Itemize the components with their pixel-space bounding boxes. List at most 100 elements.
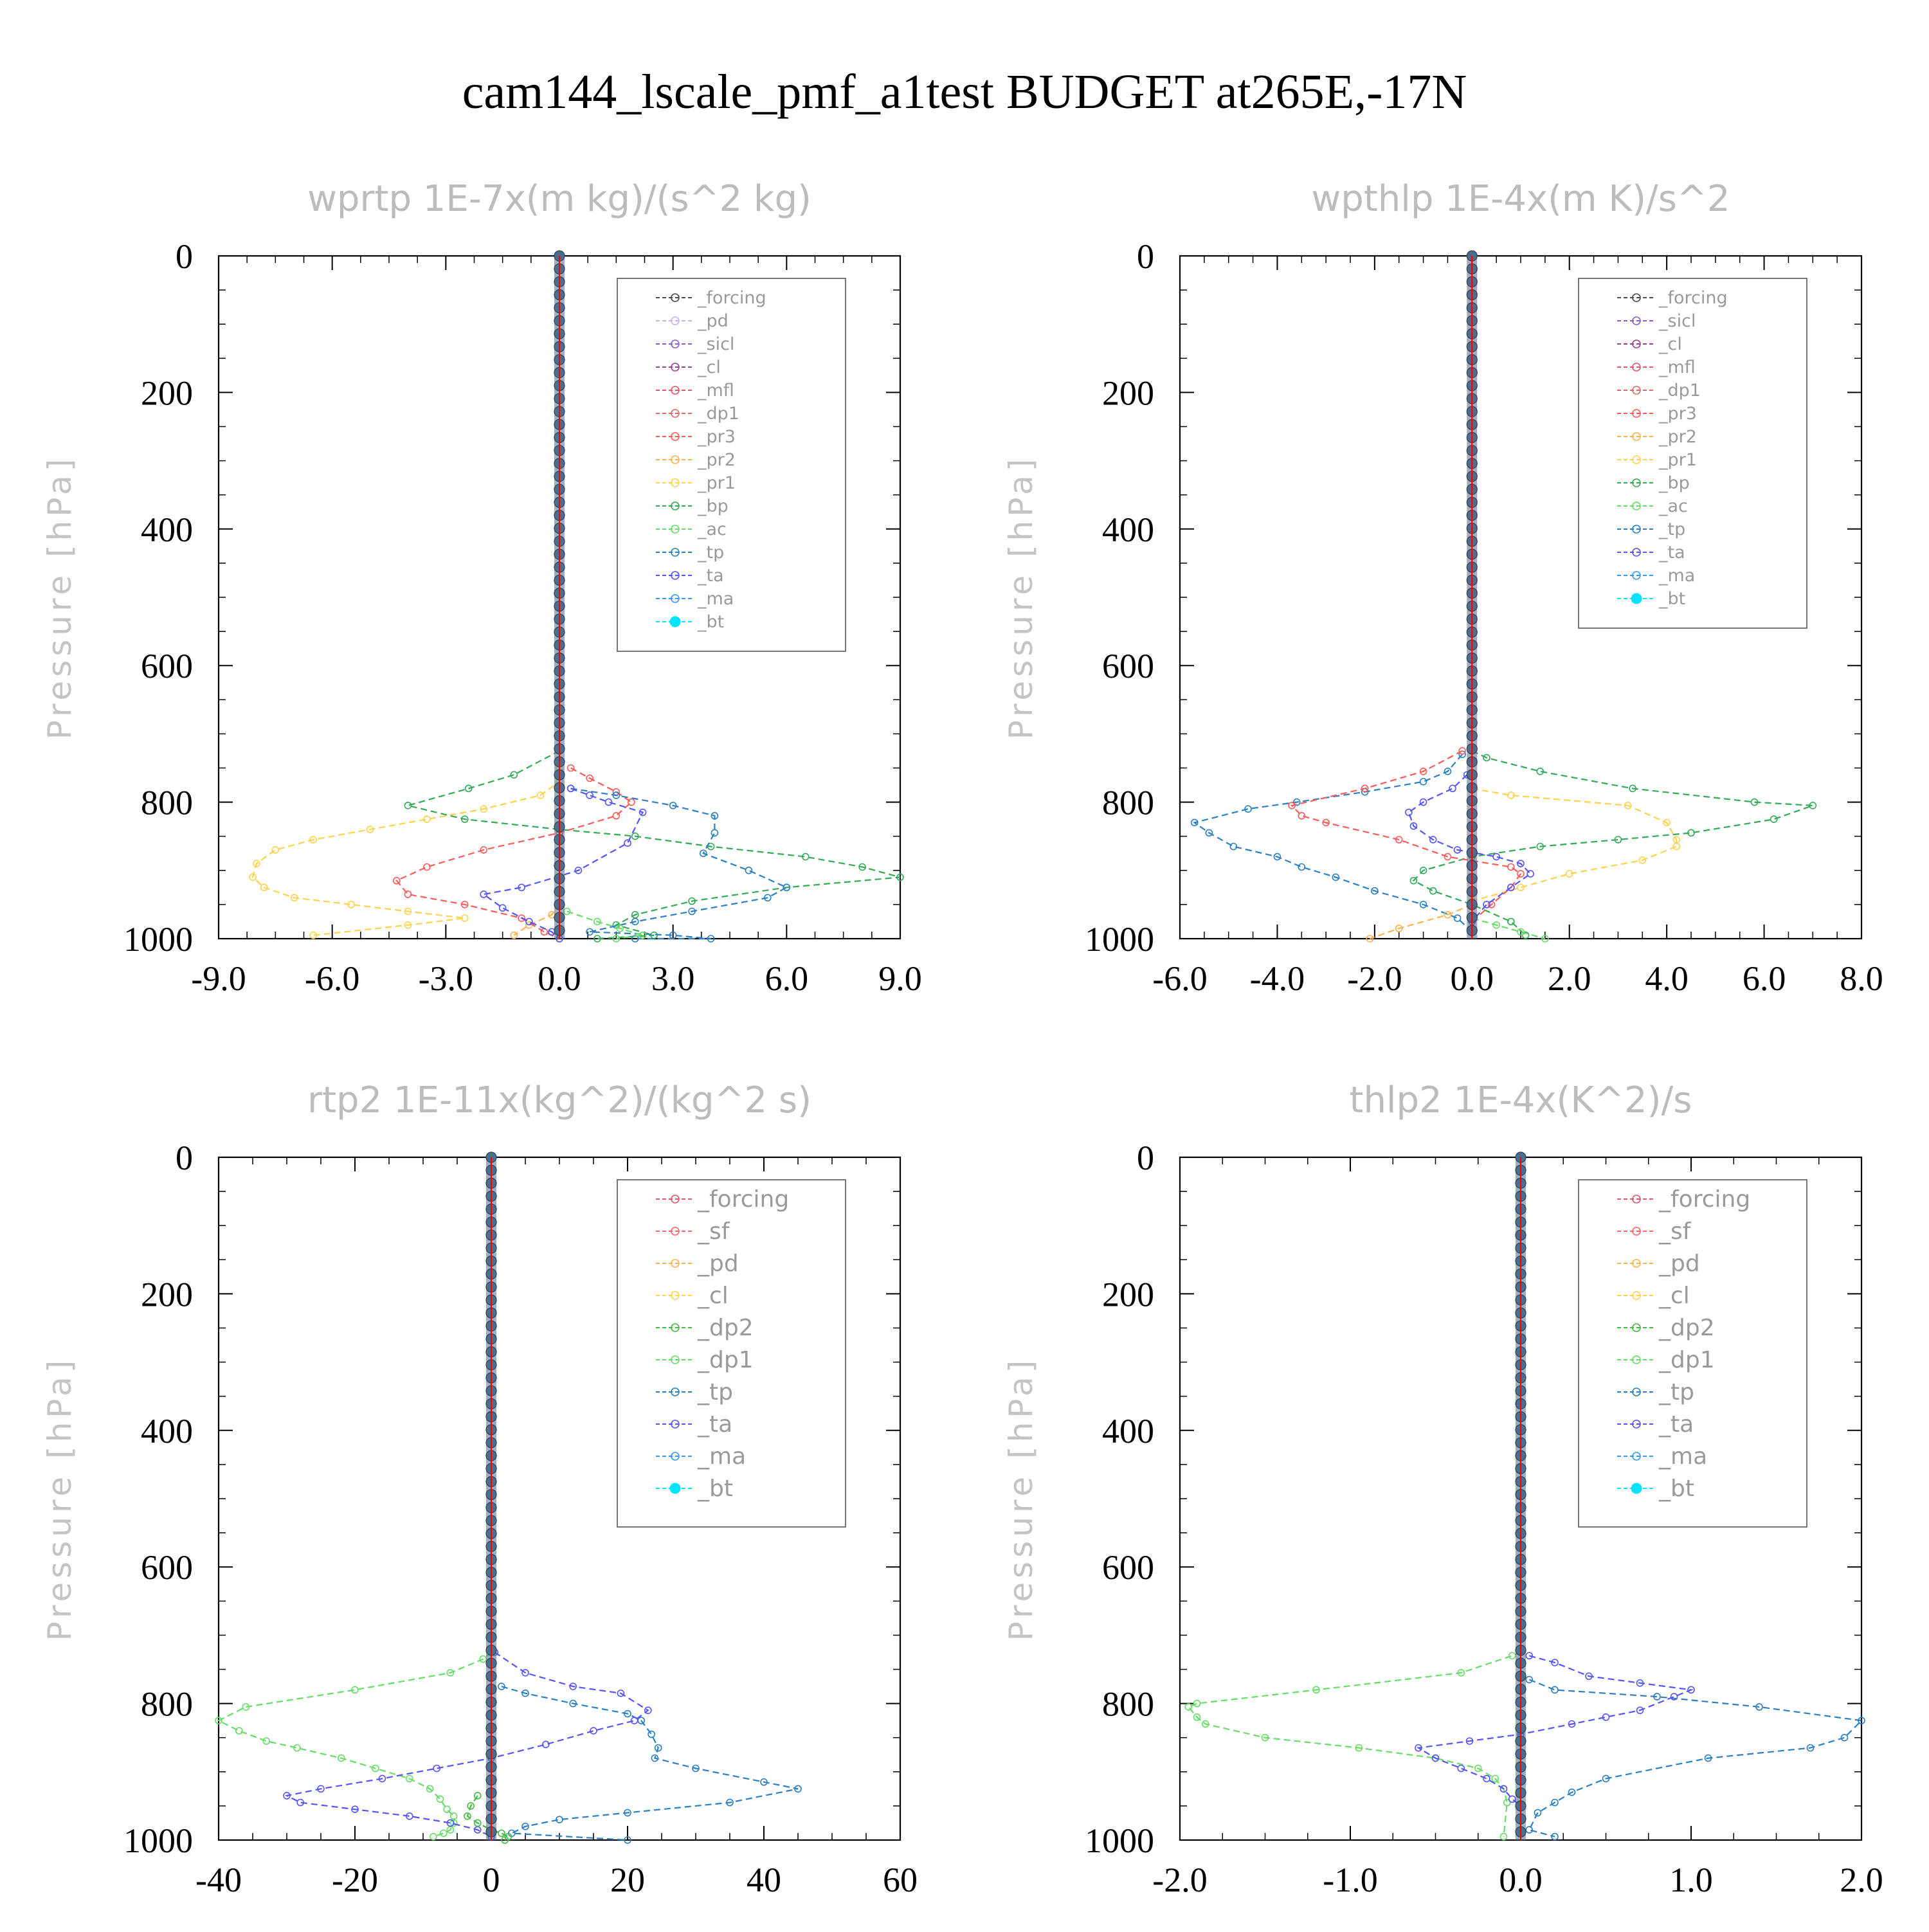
- series-line: [1472, 788, 1678, 902]
- series-line: [1290, 750, 1522, 923]
- data-point: [1474, 1764, 1482, 1773]
- series-line: [566, 910, 643, 940]
- legend-marker: [1632, 571, 1641, 580]
- data-point: [215, 1717, 222, 1724]
- y-tick-label: 800: [141, 1685, 193, 1724]
- legend-entry-pd: _pd: [656, 311, 729, 331]
- data-point: [405, 1774, 413, 1783]
- series-ta: [1415, 1652, 1695, 1810]
- data-point: [1551, 1798, 1559, 1807]
- data-point: [1419, 867, 1427, 874]
- legend-label: _forcing: [1658, 288, 1728, 308]
- legend-entry-pd: _pd: [656, 1250, 739, 1277]
- data-point: [501, 1836, 509, 1844]
- legend-marker: [671, 316, 680, 325]
- data-point: [439, 1829, 448, 1837]
- data-point: [586, 774, 593, 782]
- data-point: [351, 1805, 359, 1814]
- data-point: [896, 873, 904, 881]
- legend-marker: [1632, 432, 1641, 441]
- data-point: [1636, 1706, 1644, 1715]
- data-point: [1517, 860, 1525, 867]
- x-tick-label: 6.0: [1743, 959, 1786, 998]
- y-tick-label: 0: [176, 237, 193, 276]
- legend-label: _cl: [1658, 334, 1682, 354]
- legend-label: _ac: [1658, 496, 1688, 516]
- legend-entry-dp2: _dp2: [656, 1315, 754, 1341]
- data-point: [1366, 935, 1374, 943]
- legend-marker: [671, 1420, 680, 1429]
- x-tick-label: -3.0: [419, 959, 473, 998]
- x-tick-label: 8.0: [1840, 959, 1883, 998]
- legend-marker: [1632, 1259, 1641, 1268]
- legend-marker: [671, 1227, 680, 1236]
- series-line: [466, 1795, 510, 1841]
- legend-entry-ma: _ma: [1617, 1443, 1707, 1470]
- data-point: [446, 1669, 455, 1677]
- data-point: [1483, 754, 1490, 762]
- legend-label: _tp: [1658, 519, 1685, 539]
- data-point: [669, 802, 677, 809]
- y-axis-label: Pressure [hPa]: [41, 1357, 78, 1641]
- legend-label: _ma: [697, 589, 734, 609]
- data-point: [1536, 842, 1544, 851]
- data-point: [347, 901, 355, 908]
- legend-entry-forcing: _forcing: [656, 288, 766, 308]
- legend-marker: [1632, 339, 1641, 348]
- legend-label: _cl: [697, 357, 721, 377]
- x-axis: -9.0 -6.0 -3.0 0.0 3.0 6.0 9.0: [191, 256, 922, 998]
- data-point: [1525, 1675, 1534, 1684]
- data-point: [404, 802, 412, 809]
- data-point: [430, 1832, 437, 1841]
- data-point: [1551, 1686, 1559, 1694]
- legend-marker: [1632, 409, 1641, 418]
- series-line: [513, 904, 560, 936]
- legend-marker: [1632, 1291, 1641, 1300]
- legend-label: _forcing: [1658, 1186, 1750, 1213]
- data-point: [1409, 876, 1418, 885]
- data-point: [593, 935, 601, 943]
- data-point: [498, 1829, 505, 1837]
- data-point: [309, 836, 318, 844]
- data-point: [1332, 873, 1340, 881]
- data-point: [1193, 1713, 1201, 1721]
- legend-marker: [671, 432, 680, 441]
- data-point: [1229, 842, 1238, 851]
- y-tick-label: 200: [141, 374, 193, 412]
- data-point: [1184, 1703, 1193, 1711]
- legend-label: _dp1: [1658, 1347, 1715, 1373]
- legend-label: _pr3: [1658, 404, 1697, 424]
- legend: _forcing _sicl _cl _mfl _dp1 _pr3 _pr2 _pr1 _bp _…: [1578, 278, 1807, 629]
- x-tick-label: 6.0: [765, 959, 809, 998]
- data-point: [498, 904, 507, 912]
- data-point: [293, 1744, 301, 1752]
- legend-marker: [671, 1387, 680, 1396]
- zero-profile-stack: [1515, 1151, 1526, 1840]
- data-point: [1491, 1774, 1499, 1783]
- series-line: [1528, 1679, 1863, 1837]
- panels: wprtp 1E-7x(m kg)/(s^2 kg) Pressure [hPa]…: [41, 178, 1883, 1899]
- legend-marker: [1632, 455, 1641, 464]
- legend-entry-mfl: _mfl: [656, 381, 734, 401]
- y-axis: 0 200 400 600 800 1000: [1085, 237, 1861, 959]
- x-tick-label: 20: [610, 1861, 645, 1899]
- legend-marker: [1632, 386, 1641, 395]
- legend-label: _ta: [1658, 543, 1685, 563]
- x-tick-label: 9.0: [878, 959, 922, 998]
- data-point: [569, 1683, 577, 1690]
- panel-title: thlp2 1E-4x(K^2)/s: [1350, 1079, 1692, 1121]
- data-point: [1355, 1744, 1363, 1752]
- legend-label: _pd: [697, 1250, 739, 1277]
- legend-label: _bt: [697, 1476, 733, 1502]
- series-line: [1412, 750, 1813, 936]
- data-point: [371, 1764, 379, 1773]
- x-tick-label: -2.0: [1152, 1861, 1207, 1899]
- y-tick-label: 0: [1137, 1139, 1154, 1177]
- legend-marker: [1632, 1195, 1641, 1204]
- data-point: [518, 883, 525, 892]
- x-tick-label: -6.0: [305, 959, 359, 998]
- data-point: [1465, 1737, 1474, 1745]
